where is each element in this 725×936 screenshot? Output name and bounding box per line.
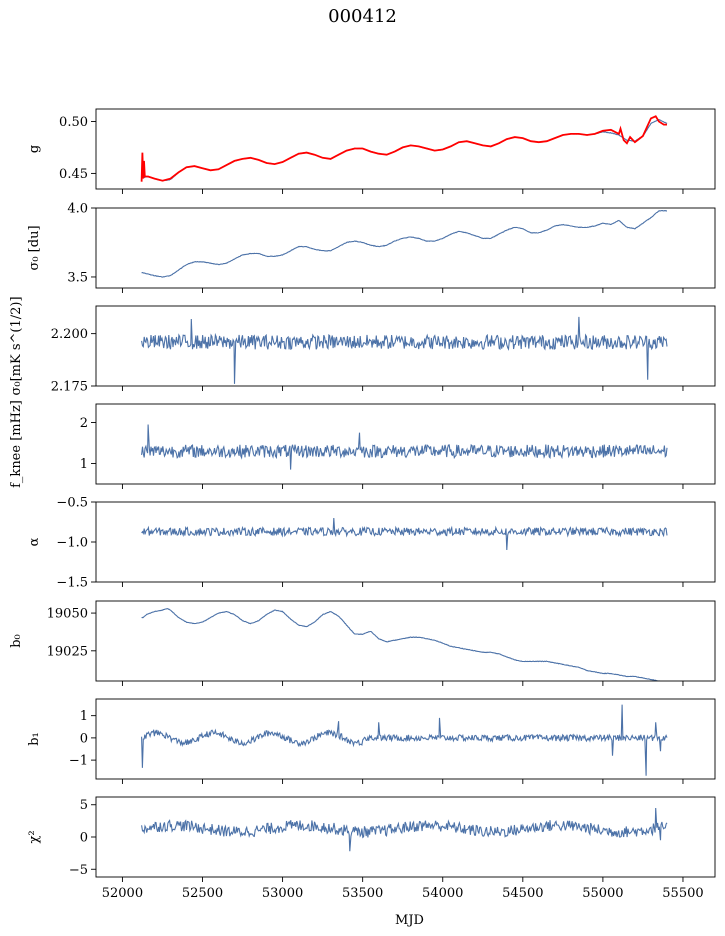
y-tick-label: −1.0 xyxy=(56,536,88,551)
y-tick-label: 0.50 xyxy=(59,115,88,130)
y-axis-label: σ₀[mK s^(1/2)] xyxy=(9,296,24,395)
y-axis-label: b₀ xyxy=(9,634,24,648)
series-line xyxy=(141,209,667,278)
y-axis-label: f_knee [mHz] xyxy=(9,400,24,488)
series-line xyxy=(141,608,661,681)
y-tick-label: 1 xyxy=(80,709,88,724)
y-tick-label: 2 xyxy=(80,416,88,431)
y-tick-label: −1 xyxy=(69,754,88,769)
panel-frame xyxy=(95,796,716,878)
y-tick-label: −0.5 xyxy=(56,496,88,511)
panel-frame xyxy=(95,305,716,387)
x-tick-label: 52500 xyxy=(182,886,223,901)
series-line xyxy=(140,115,667,182)
panel-frame xyxy=(95,108,716,190)
y-axis-label: b₁ xyxy=(27,732,42,746)
y-tick-label: 19050 xyxy=(47,607,88,622)
y-tick-label: 4.0 xyxy=(67,202,88,217)
panel-frame xyxy=(95,403,716,485)
panel-frame xyxy=(95,600,716,682)
y-tick-label: 0.45 xyxy=(59,167,88,182)
x-tick-label: 55000 xyxy=(582,886,623,901)
y-tick-label: 0 xyxy=(80,731,88,746)
y-tick-label: 5 xyxy=(80,798,88,813)
x-tick-label: 52000 xyxy=(102,886,143,901)
series-line xyxy=(141,807,668,852)
y-tick-label: 2.200 xyxy=(51,327,88,342)
y-tick-label: 1 xyxy=(80,457,88,472)
x-tick-label: 54000 xyxy=(422,886,463,901)
x-tick-label: 55500 xyxy=(662,886,703,901)
y-tick-label: 19025 xyxy=(47,644,88,659)
panel-frame xyxy=(95,698,716,780)
x-axis-label: MJD xyxy=(395,913,424,928)
y-tick-label: −5 xyxy=(69,863,88,878)
panel-frame xyxy=(95,207,716,289)
y-tick-label: −1.5 xyxy=(56,576,88,591)
x-tick-label: 53500 xyxy=(342,886,383,901)
y-axis-label: g xyxy=(27,145,42,153)
panel-frame xyxy=(95,501,716,583)
y-axis-label: χ² xyxy=(27,830,42,843)
y-tick-label: 3.5 xyxy=(67,270,88,285)
x-tick-label: 54500 xyxy=(502,886,543,901)
series-line xyxy=(141,119,668,182)
series-line xyxy=(141,316,668,384)
series-line xyxy=(141,424,668,470)
y-axis-label: α xyxy=(27,537,42,546)
y-tick-label: 0 xyxy=(80,831,88,846)
series-line xyxy=(141,704,668,776)
series-line xyxy=(141,517,668,551)
figure-title: 000412 xyxy=(328,6,397,27)
y-tick-label: 2.175 xyxy=(51,380,88,395)
y-axis-label: σ₀ [du] xyxy=(27,225,42,270)
x-tick-label: 53000 xyxy=(262,886,303,901)
